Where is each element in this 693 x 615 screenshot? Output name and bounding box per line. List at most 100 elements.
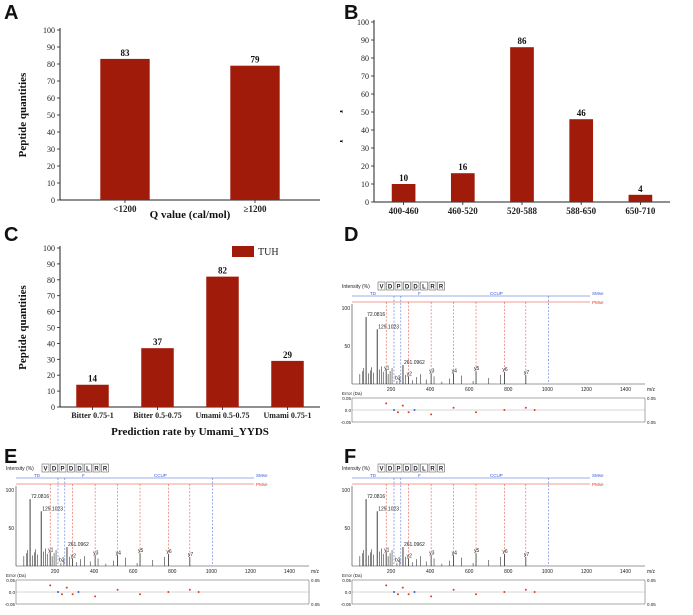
legend-label: TUH bbox=[258, 247, 279, 258]
error-tick-label-right: 0.05 bbox=[647, 396, 656, 401]
y-ion-label: y4 bbox=[452, 368, 458, 374]
error-point bbox=[396, 411, 399, 414]
error-point bbox=[401, 404, 404, 407]
y-tick-label: 40 bbox=[47, 128, 55, 137]
y-ion-label: y5 bbox=[138, 548, 144, 554]
y-ion-label: y7 bbox=[524, 370, 530, 376]
error-point bbox=[430, 595, 433, 598]
spectrum-header: Intensity (%) bbox=[6, 466, 34, 472]
bar-value-label: 46 bbox=[577, 108, 587, 118]
sequence-box bbox=[437, 281, 445, 291]
sequence-residue: D bbox=[77, 467, 82, 473]
x-tick-label: <1200 bbox=[113, 204, 137, 214]
sequence-box bbox=[75, 463, 84, 473]
sequence-residue: L bbox=[422, 467, 426, 473]
y-series-label: PMse bbox=[592, 300, 604, 305]
sequence-box bbox=[411, 281, 420, 291]
x-tick-label: 588-650 bbox=[566, 206, 596, 216]
sequence-box bbox=[84, 463, 92, 473]
x-tick-label: Bitter 0.75-1 bbox=[71, 411, 114, 420]
error-point bbox=[94, 595, 97, 598]
sequence-box bbox=[403, 463, 411, 473]
spectrum-y-tick-label: 100 bbox=[342, 488, 351, 494]
error-point bbox=[56, 591, 59, 593]
y-ion-label: y3 bbox=[93, 550, 99, 556]
y-tick-label: 90 bbox=[361, 36, 369, 45]
spectrum-y-tick-label: 100 bbox=[342, 306, 351, 312]
y-tick-label: 30 bbox=[47, 355, 55, 364]
sequence-residue: D bbox=[52, 467, 57, 473]
y-tick-label: 0 bbox=[365, 198, 369, 207]
y-ion-label: y6 bbox=[502, 367, 508, 373]
y-ion-label: y2 bbox=[71, 553, 77, 559]
spectrum-x-tick-label: 1200 bbox=[245, 569, 256, 575]
bar-value-label: 86 bbox=[518, 36, 528, 46]
error-point bbox=[116, 588, 119, 591]
spectrum-x-tick-label: 400 bbox=[90, 569, 99, 575]
sequence-residue: P bbox=[396, 285, 400, 291]
ms-spectrum-e: Intensity (%) V D P D D L R RTD F CCUP SMsePMse1005… bbox=[5, 463, 320, 607]
b-series-label: SMse bbox=[592, 291, 604, 296]
sequence-box bbox=[92, 463, 101, 473]
sequence-box bbox=[394, 463, 403, 473]
chart-b: 0 10 20 30 40 50 60 70 80 90 100 Peptide quantities… bbox=[340, 18, 670, 216]
error-point bbox=[65, 586, 68, 589]
sequence-box bbox=[386, 463, 394, 473]
sequence-residue: V bbox=[379, 467, 383, 473]
spectrum-x-tick-label: 1200 bbox=[581, 569, 592, 575]
sequence-box bbox=[377, 463, 386, 473]
peak-mz-label: 261.0962 bbox=[404, 542, 425, 548]
bar-value-label: 82 bbox=[218, 266, 228, 276]
spectrum-x-tick-label: 1000 bbox=[542, 569, 553, 575]
error-tick-label-right: 0.05 bbox=[647, 602, 656, 607]
panel-label-a: A bbox=[4, 2, 19, 24]
b-series-label: SMse bbox=[592, 473, 604, 478]
y-tick-label: 60 bbox=[361, 90, 369, 99]
sequence-residue: D bbox=[388, 467, 393, 473]
bar-value-label: 37 bbox=[153, 337, 163, 347]
error-tick-label-right: 0.05 bbox=[311, 602, 320, 607]
error-point bbox=[385, 402, 388, 405]
bar bbox=[569, 119, 594, 202]
y-tick-label: 30 bbox=[47, 145, 55, 154]
y-tick-label: 80 bbox=[361, 54, 369, 63]
y-ion-label: y4 bbox=[452, 550, 458, 556]
spectrum-y-tick-label: 50 bbox=[8, 526, 14, 532]
b-series-label: CCUP bbox=[154, 473, 167, 478]
y-tick-label: 70 bbox=[361, 72, 369, 81]
b-series-label: TD bbox=[34, 473, 41, 478]
x-tick-label: 400-460 bbox=[389, 206, 419, 216]
sequence-residue: R bbox=[94, 467, 99, 473]
panel-label-d: D bbox=[344, 224, 359, 246]
spectrum-x-tick-label: 200 bbox=[51, 569, 60, 575]
sequence-residue: D bbox=[388, 285, 393, 291]
error-tick-label: -0.05 bbox=[341, 420, 352, 425]
bar-value-label: 16 bbox=[458, 162, 468, 172]
b-series-label: TD bbox=[370, 473, 377, 478]
bar bbox=[628, 194, 653, 202]
spectrum-header: Intensity (%) bbox=[342, 284, 370, 290]
b-series-label: F bbox=[82, 473, 85, 478]
error-tick-label: 0.05 bbox=[342, 578, 351, 583]
y-tick-label: 90 bbox=[47, 43, 55, 52]
y-ion-label: y6 bbox=[502, 549, 508, 555]
b-series-label: CCUP bbox=[490, 473, 503, 478]
y-series-label: PMse bbox=[256, 482, 268, 487]
bar bbox=[391, 184, 416, 202]
y-ion-label: y1 bbox=[48, 547, 54, 553]
bar bbox=[76, 384, 109, 407]
sequence-box bbox=[101, 463, 109, 473]
y-axis-label: Peptide quantities bbox=[17, 72, 29, 157]
legend-swatch bbox=[232, 246, 254, 257]
spectrum-x-unit: m/z bbox=[311, 569, 320, 575]
chart-c: 0 10 20 30 40 50 60 70 80 90 100 Peptide quantities… bbox=[17, 244, 320, 437]
sequence-box bbox=[377, 281, 386, 291]
spectrum-x-unit: m/z bbox=[647, 387, 656, 393]
spectrum-x-tick-label: 1400 bbox=[620, 387, 631, 393]
error-tick-label-right: 0.05 bbox=[647, 578, 656, 583]
peak-mz-label: 129.1023 bbox=[378, 324, 399, 330]
bar-value-label: 10 bbox=[399, 173, 409, 183]
error-point bbox=[524, 406, 527, 409]
spectrum-y-tick-label: 50 bbox=[344, 526, 350, 532]
y-tick-label: 10 bbox=[361, 180, 369, 189]
